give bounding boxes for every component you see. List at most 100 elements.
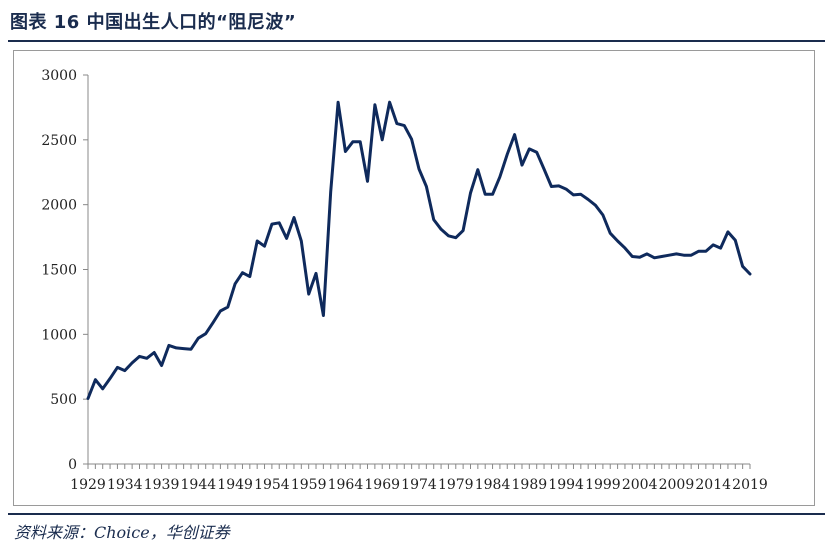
data-point [580, 193, 582, 196]
source-divider [8, 513, 825, 515]
chart-frame [13, 50, 815, 506]
x-tick-label: 1949 [217, 477, 253, 493]
data-point [256, 240, 259, 242]
data-point [506, 153, 509, 155]
chart-labels: 0 500 1000 1500 2000 2500 3000 1929 1934 1939 1944… [41, 68, 767, 493]
data-point [197, 337, 200, 340]
data-point [535, 151, 538, 153]
y-tick-label: 1000 [41, 327, 77, 343]
data-point [160, 364, 163, 367]
data-point [455, 236, 457, 239]
x-tick-label: 1929 [70, 477, 106, 493]
data-point [499, 176, 501, 178]
data-point [484, 193, 487, 196]
data-point [646, 253, 648, 255]
data-point [307, 293, 310, 295]
data-point [749, 273, 751, 275]
data-point [440, 228, 442, 231]
data-point [741, 265, 744, 268]
data-point [87, 397, 89, 400]
data-point [638, 256, 641, 259]
data-point [432, 218, 435, 221]
data-point [249, 275, 251, 278]
data-point [491, 193, 494, 196]
data-point [462, 229, 464, 232]
data-point [168, 344, 170, 347]
x-tick-label: 1964 [328, 477, 364, 493]
x-tick-label: 1959 [291, 477, 327, 493]
data-point [322, 314, 325, 317]
x-tick-label: 2009 [659, 477, 695, 493]
x-tick-label: 1984 [475, 477, 511, 493]
data-point [278, 222, 281, 224]
data-point [293, 216, 295, 219]
data-point [624, 247, 626, 249]
data-point [138, 355, 141, 358]
data-point [447, 235, 450, 237]
y-tick-label: 3000 [41, 68, 77, 84]
y-tick-label: 2000 [41, 198, 77, 214]
data-point [374, 104, 376, 106]
data-point [94, 378, 97, 381]
data-point [675, 253, 678, 255]
data-point [602, 214, 604, 216]
data-point [683, 254, 685, 256]
data-point [212, 321, 214, 324]
data-point [653, 257, 656, 259]
x-tick-label: 1974 [401, 477, 437, 493]
data-point [388, 101, 391, 103]
data-point [719, 247, 722, 249]
data-point [359, 141, 362, 143]
data-point [616, 240, 619, 242]
chart-marks [86, 100, 752, 400]
data-point [190, 348, 192, 351]
data-point [315, 272, 317, 275]
data-point [528, 148, 531, 150]
x-tick-label: 2014 [695, 477, 731, 493]
x-tick-label: 1944 [181, 477, 217, 493]
data-point [425, 185, 428, 188]
data-point [410, 138, 413, 140]
x-tick-label: 1969 [364, 477, 400, 493]
data-point [727, 231, 729, 233]
data-point [550, 185, 553, 188]
data-point [101, 388, 104, 390]
data-point [565, 188, 567, 190]
data-point [543, 168, 545, 170]
x-tick-label: 1939 [144, 477, 180, 493]
data-point [124, 369, 126, 372]
data-point [697, 250, 700, 253]
x-tick-label: 1979 [438, 477, 474, 493]
data-point [337, 101, 339, 103]
series-line [86, 100, 752, 400]
data-point [513, 133, 516, 136]
data-point [271, 223, 273, 225]
title-divider [8, 40, 825, 42]
data-point [366, 180, 369, 183]
data-point [153, 351, 155, 354]
data-point [734, 239, 737, 242]
data-point [587, 198, 589, 201]
x-tick-label: 1989 [512, 477, 548, 493]
data-point [521, 164, 523, 166]
data-point [300, 240, 303, 242]
data-point [116, 366, 119, 369]
chart-axes [83, 74, 751, 469]
data-point [705, 250, 707, 253]
data-point [131, 362, 133, 364]
y-tick-label: 1500 [41, 263, 77, 279]
data-point [175, 347, 178, 349]
data-point [572, 194, 575, 196]
x-tick-label: 2019 [732, 477, 768, 493]
y-tick-label: 500 [50, 392, 77, 408]
data-point [594, 204, 597, 207]
data-point [381, 139, 384, 141]
data-point [182, 347, 185, 350]
data-point [418, 168, 420, 170]
data-point [109, 377, 111, 380]
data-point [352, 141, 354, 143]
figure-title: 图表 16 中国出生人口的“阻尼波” [10, 12, 297, 33]
x-tick-label: 1999 [585, 477, 621, 493]
data-point [469, 192, 472, 194]
